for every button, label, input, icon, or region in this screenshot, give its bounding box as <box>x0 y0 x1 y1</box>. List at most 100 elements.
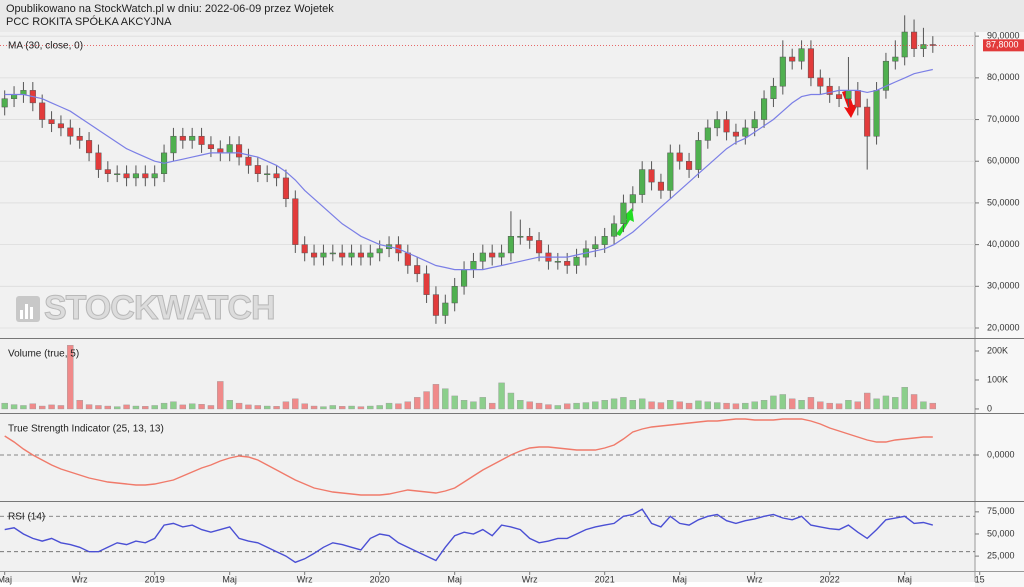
candle-body <box>114 173 121 175</box>
volume-bar <box>704 401 712 410</box>
plot-background <box>0 32 975 582</box>
x-tick-label: 2021 <box>595 574 615 584</box>
indicator-line <box>4 508 933 564</box>
candle-body <box>676 152 683 162</box>
candle-body <box>470 261 477 270</box>
volume-bar <box>226 400 233 410</box>
volume-bar <box>863 392 871 410</box>
volume-bar <box>329 405 337 410</box>
candle-body <box>704 127 711 141</box>
candle-body <box>76 135 83 141</box>
volume-bar <box>188 403 196 410</box>
candle-body <box>357 252 364 258</box>
candle-body <box>657 181 664 191</box>
candle-body <box>854 90 861 108</box>
candle-body <box>132 173 139 179</box>
candle-body <box>292 198 299 245</box>
candle-body <box>11 94 18 99</box>
candle-body <box>498 252 505 258</box>
volume-bar <box>770 395 777 410</box>
panel-title: True Strength Indicator (25, 13, 13) <box>8 424 164 435</box>
volume-bar <box>282 401 290 410</box>
candle-body <box>104 169 111 174</box>
volume-bar <box>460 400 468 410</box>
candle-body <box>226 144 233 154</box>
volume-bar <box>451 395 458 410</box>
volume-bar <box>573 402 580 410</box>
candle-body <box>301 244 308 254</box>
volume-bar <box>104 405 112 410</box>
volume-bar <box>676 401 683 410</box>
candle-body <box>779 56 786 87</box>
volume-bar <box>320 406 327 410</box>
volume-bar <box>601 400 608 410</box>
volume-bar <box>667 400 674 410</box>
candle-body <box>329 252 336 255</box>
volume-bar <box>160 402 168 410</box>
volume-bar <box>292 398 299 410</box>
volume-bar <box>254 405 262 410</box>
candle-body <box>451 286 458 304</box>
volume-bar <box>376 405 383 410</box>
volume-bar <box>798 400 805 410</box>
last-price-label: 87,8000 <box>986 40 1019 50</box>
y-tick-label: 90,0000 <box>987 31 1020 41</box>
candle-body <box>189 135 196 141</box>
candle-body <box>629 194 636 204</box>
y-tick-label: 50,000 <box>987 528 1015 538</box>
volume-bar <box>198 404 205 410</box>
volume-bar <box>582 402 590 410</box>
candle-body <box>695 140 702 170</box>
panel-title: Volume (true, 5) <box>8 349 79 360</box>
candle-body <box>732 131 739 137</box>
watermark: STOCKWATCH <box>16 288 276 327</box>
volume-bar <box>367 405 374 410</box>
x-tick-label: Wrz <box>522 574 538 584</box>
candle-body <box>826 85 833 95</box>
candle-body <box>901 31 908 58</box>
candle-body <box>217 148 224 154</box>
candle-body <box>67 127 74 137</box>
candle-body <box>245 156 252 166</box>
volume-bar <box>807 397 815 410</box>
volume-bar <box>507 392 515 410</box>
x-tick-label: Maj <box>0 574 12 584</box>
volume-bar <box>48 404 55 410</box>
volume-bar <box>385 402 393 410</box>
volume-bar <box>751 401 758 410</box>
axis-background <box>975 32 1024 587</box>
candle-body <box>845 90 852 99</box>
candle-body <box>920 44 927 49</box>
volume-bar <box>826 402 833 410</box>
volume-bar <box>76 400 83 410</box>
volume-bar <box>413 397 421 410</box>
volume-bar <box>348 405 355 410</box>
candle-body <box>1 98 8 108</box>
volume-bar <box>273 406 280 410</box>
y-tick-label: 25,000 <box>987 550 1015 560</box>
candle-body <box>667 152 674 191</box>
candle-body <box>882 60 889 91</box>
volume-bar <box>67 345 74 410</box>
watermark-text: STOCKWATCH <box>44 289 275 327</box>
y-tick-label: 20,0000 <box>987 322 1020 332</box>
candle-body <box>57 123 64 129</box>
candle-body <box>620 202 627 225</box>
candle-body <box>442 302 449 316</box>
y-tick-label: 75,000 <box>987 506 1015 516</box>
volume-bar <box>901 387 908 410</box>
volume-bar <box>442 388 449 410</box>
candle-body <box>207 144 214 149</box>
indicator-line <box>4 418 933 496</box>
volume-bar <box>788 398 796 410</box>
volume-bar <box>695 400 702 410</box>
volume-bar <box>95 405 102 410</box>
candle-body <box>554 261 561 263</box>
volume-bar <box>873 398 880 410</box>
volume-bar <box>535 402 543 410</box>
candle-body <box>461 269 468 287</box>
volume-bar <box>395 403 402 410</box>
volume-bar <box>310 405 318 410</box>
candle-body <box>892 56 899 62</box>
volume-bar <box>338 406 346 410</box>
